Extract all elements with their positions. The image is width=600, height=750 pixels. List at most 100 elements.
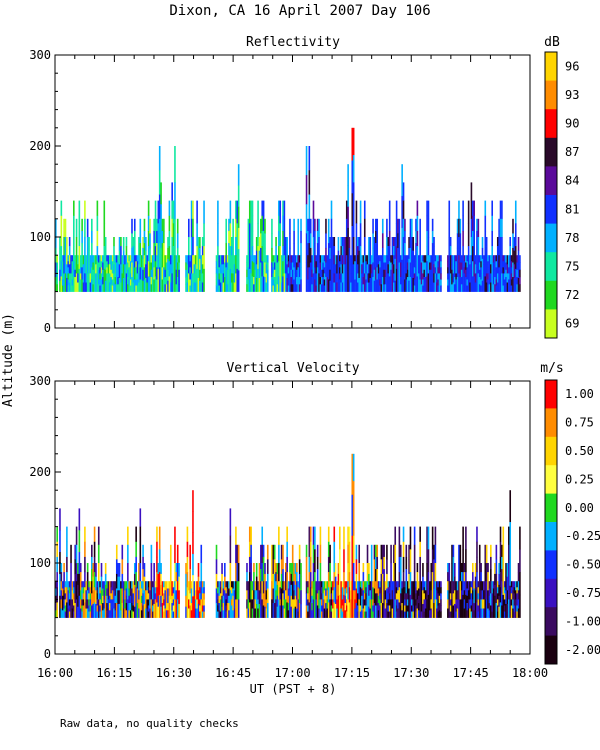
data-cell — [129, 285, 132, 292]
data-cell — [111, 267, 114, 274]
data-cell — [393, 544, 395, 564]
data-cell — [81, 587, 83, 594]
data-cell — [509, 237, 512, 247]
data-cell — [483, 282, 485, 292]
data-cell — [352, 209, 355, 238]
data-cell — [167, 269, 169, 281]
data-cell — [506, 255, 509, 265]
data-cell — [158, 572, 161, 596]
data-cell — [477, 237, 480, 256]
data-cell — [473, 610, 475, 618]
data-cell — [406, 269, 409, 278]
data-cell — [194, 273, 197, 283]
data-cell — [406, 284, 409, 292]
data-cell — [300, 590, 302, 605]
data-cell — [343, 264, 345, 279]
data-cell — [63, 599, 65, 609]
data-cell — [487, 608, 489, 618]
data-cell — [55, 588, 57, 597]
data-cell — [424, 255, 427, 263]
data-cell — [472, 276, 474, 292]
data-cell — [171, 273, 173, 292]
data-cell — [138, 273, 140, 283]
data-cell — [224, 590, 226, 605]
data-cell — [350, 608, 352, 618]
data-cell — [147, 581, 150, 588]
data-cell — [293, 590, 295, 600]
data-cell — [67, 608, 70, 618]
data-cell — [161, 243, 164, 256]
data-cell — [343, 549, 345, 573]
data-cell — [81, 267, 83, 280]
data-cell — [150, 277, 153, 285]
data-cell — [226, 588, 229, 597]
data-cell — [261, 230, 264, 247]
data-cell — [100, 273, 103, 280]
data-cell — [132, 255, 135, 265]
data-cell — [491, 593, 494, 600]
data-cell — [386, 603, 388, 618]
data-cell — [388, 261, 391, 277]
data-cell — [265, 282, 268, 292]
data-cell — [488, 581, 491, 589]
data-cell — [71, 599, 74, 609]
data-cell — [110, 593, 113, 600]
data-cell — [308, 526, 311, 543]
data-cell — [109, 581, 111, 589]
data-cell — [365, 593, 367, 600]
data-cell — [298, 573, 301, 589]
data-cell — [437, 593, 439, 600]
data-cell — [509, 585, 512, 618]
data-cell — [339, 526, 341, 550]
data-cell — [200, 279, 203, 286]
data-cell — [151, 269, 154, 278]
data-cell — [391, 581, 394, 591]
data-cell — [248, 541, 251, 558]
data-cell — [284, 264, 287, 274]
data-cell — [276, 255, 279, 263]
data-cell — [99, 599, 101, 606]
data-cell — [84, 587, 86, 603]
data-cell — [334, 563, 337, 577]
data-cell — [345, 255, 348, 274]
data-cell — [424, 284, 427, 292]
data-cell — [377, 273, 380, 283]
data-cell — [96, 611, 99, 618]
data-cell — [129, 261, 132, 268]
data-cell — [311, 588, 313, 597]
data-cell — [355, 559, 358, 575]
data-cell — [250, 218, 252, 238]
data-cell — [92, 576, 95, 591]
data-cell — [135, 255, 137, 262]
data-cell — [509, 246, 512, 256]
data-cell — [422, 255, 424, 262]
data-cell — [121, 255, 124, 265]
data-cell — [189, 261, 191, 268]
data-cell — [359, 593, 362, 600]
data-cell — [484, 215, 487, 232]
data-cell — [380, 284, 383, 292]
data-cell — [297, 599, 300, 606]
data-cell — [498, 255, 500, 268]
data-cell — [408, 573, 410, 589]
data-cell — [355, 573, 358, 589]
data-cell — [477, 273, 480, 292]
data-cell — [337, 277, 340, 292]
velocity-x-axis: 16:00 16:15 16:30 16:45 17:00 17:15 17:30 17:45… — [37, 381, 548, 680]
data-cell — [266, 262, 269, 271]
data-cell — [296, 563, 298, 573]
data-cell — [305, 593, 308, 606]
data-cell — [496, 282, 499, 292]
data-cell — [136, 595, 139, 604]
data-cell — [406, 277, 409, 285]
data-cell — [185, 277, 187, 285]
data-cell — [465, 262, 467, 271]
data-cell — [248, 246, 251, 270]
data-cell — [276, 262, 279, 271]
data-cell — [78, 200, 81, 224]
data-cell — [261, 276, 264, 292]
data-cell — [190, 588, 193, 597]
data-cell — [448, 273, 451, 292]
data-cell — [131, 588, 133, 597]
data-cell — [458, 255, 460, 274]
